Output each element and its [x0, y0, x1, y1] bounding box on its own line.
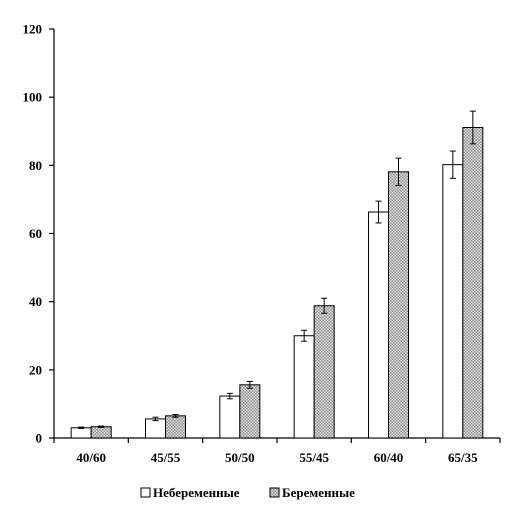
bar-pregnant-65-35: [462, 127, 484, 439]
bar-pregnant-55-45: [313, 305, 335, 439]
x-tick-label: 45/55: [151, 450, 181, 465]
y-tick-label: 20: [29, 362, 42, 377]
bar-non-pregnant-50-50: [219, 395, 241, 439]
x-tick-label: 50/50: [225, 450, 255, 465]
bar-non-pregnant-60-40: [368, 211, 389, 439]
y-tick-label: 100: [23, 90, 43, 105]
plot-area: 0 20 40 60 80 100 120 40/60 45/55 50/50 55/45 60/40…: [23, 22, 501, 465]
y-tick-label: 60: [29, 226, 42, 241]
bar-non-pregnant-45-55: [145, 418, 166, 439]
bar-pregnant-50-50: [239, 384, 261, 439]
bar-non-pregnant-65-35: [442, 164, 464, 439]
legend-swatch-pregnant: [269, 487, 280, 498]
y-tick-label: 120: [23, 22, 43, 37]
bar-pregnant-40-60: [90, 426, 112, 439]
bar-non-pregnant-40-60: [70, 427, 92, 439]
y-tick-label: 40: [29, 294, 42, 309]
x-tick-label: 65/35: [448, 450, 478, 465]
x-tick-label: 60/40: [374, 450, 404, 465]
y-tick-label: 0: [36, 431, 43, 446]
legend-label-pregnant: Беременные: [282, 485, 355, 500]
x-tick-label: 40/60: [76, 450, 106, 465]
bar-pregnant-60-40: [388, 171, 409, 439]
legend: Небеременные Беременные: [140, 485, 355, 500]
bar-pregnant-45-55: [165, 415, 186, 439]
y-tick-label: 80: [29, 158, 42, 173]
legend-label-non-pregnant: Небеременные: [153, 485, 240, 500]
x-tick-label: 55/45: [299, 450, 329, 465]
bar-non-pregnant-55-45: [293, 335, 315, 439]
legend-swatch-non-pregnant: [140, 487, 151, 498]
